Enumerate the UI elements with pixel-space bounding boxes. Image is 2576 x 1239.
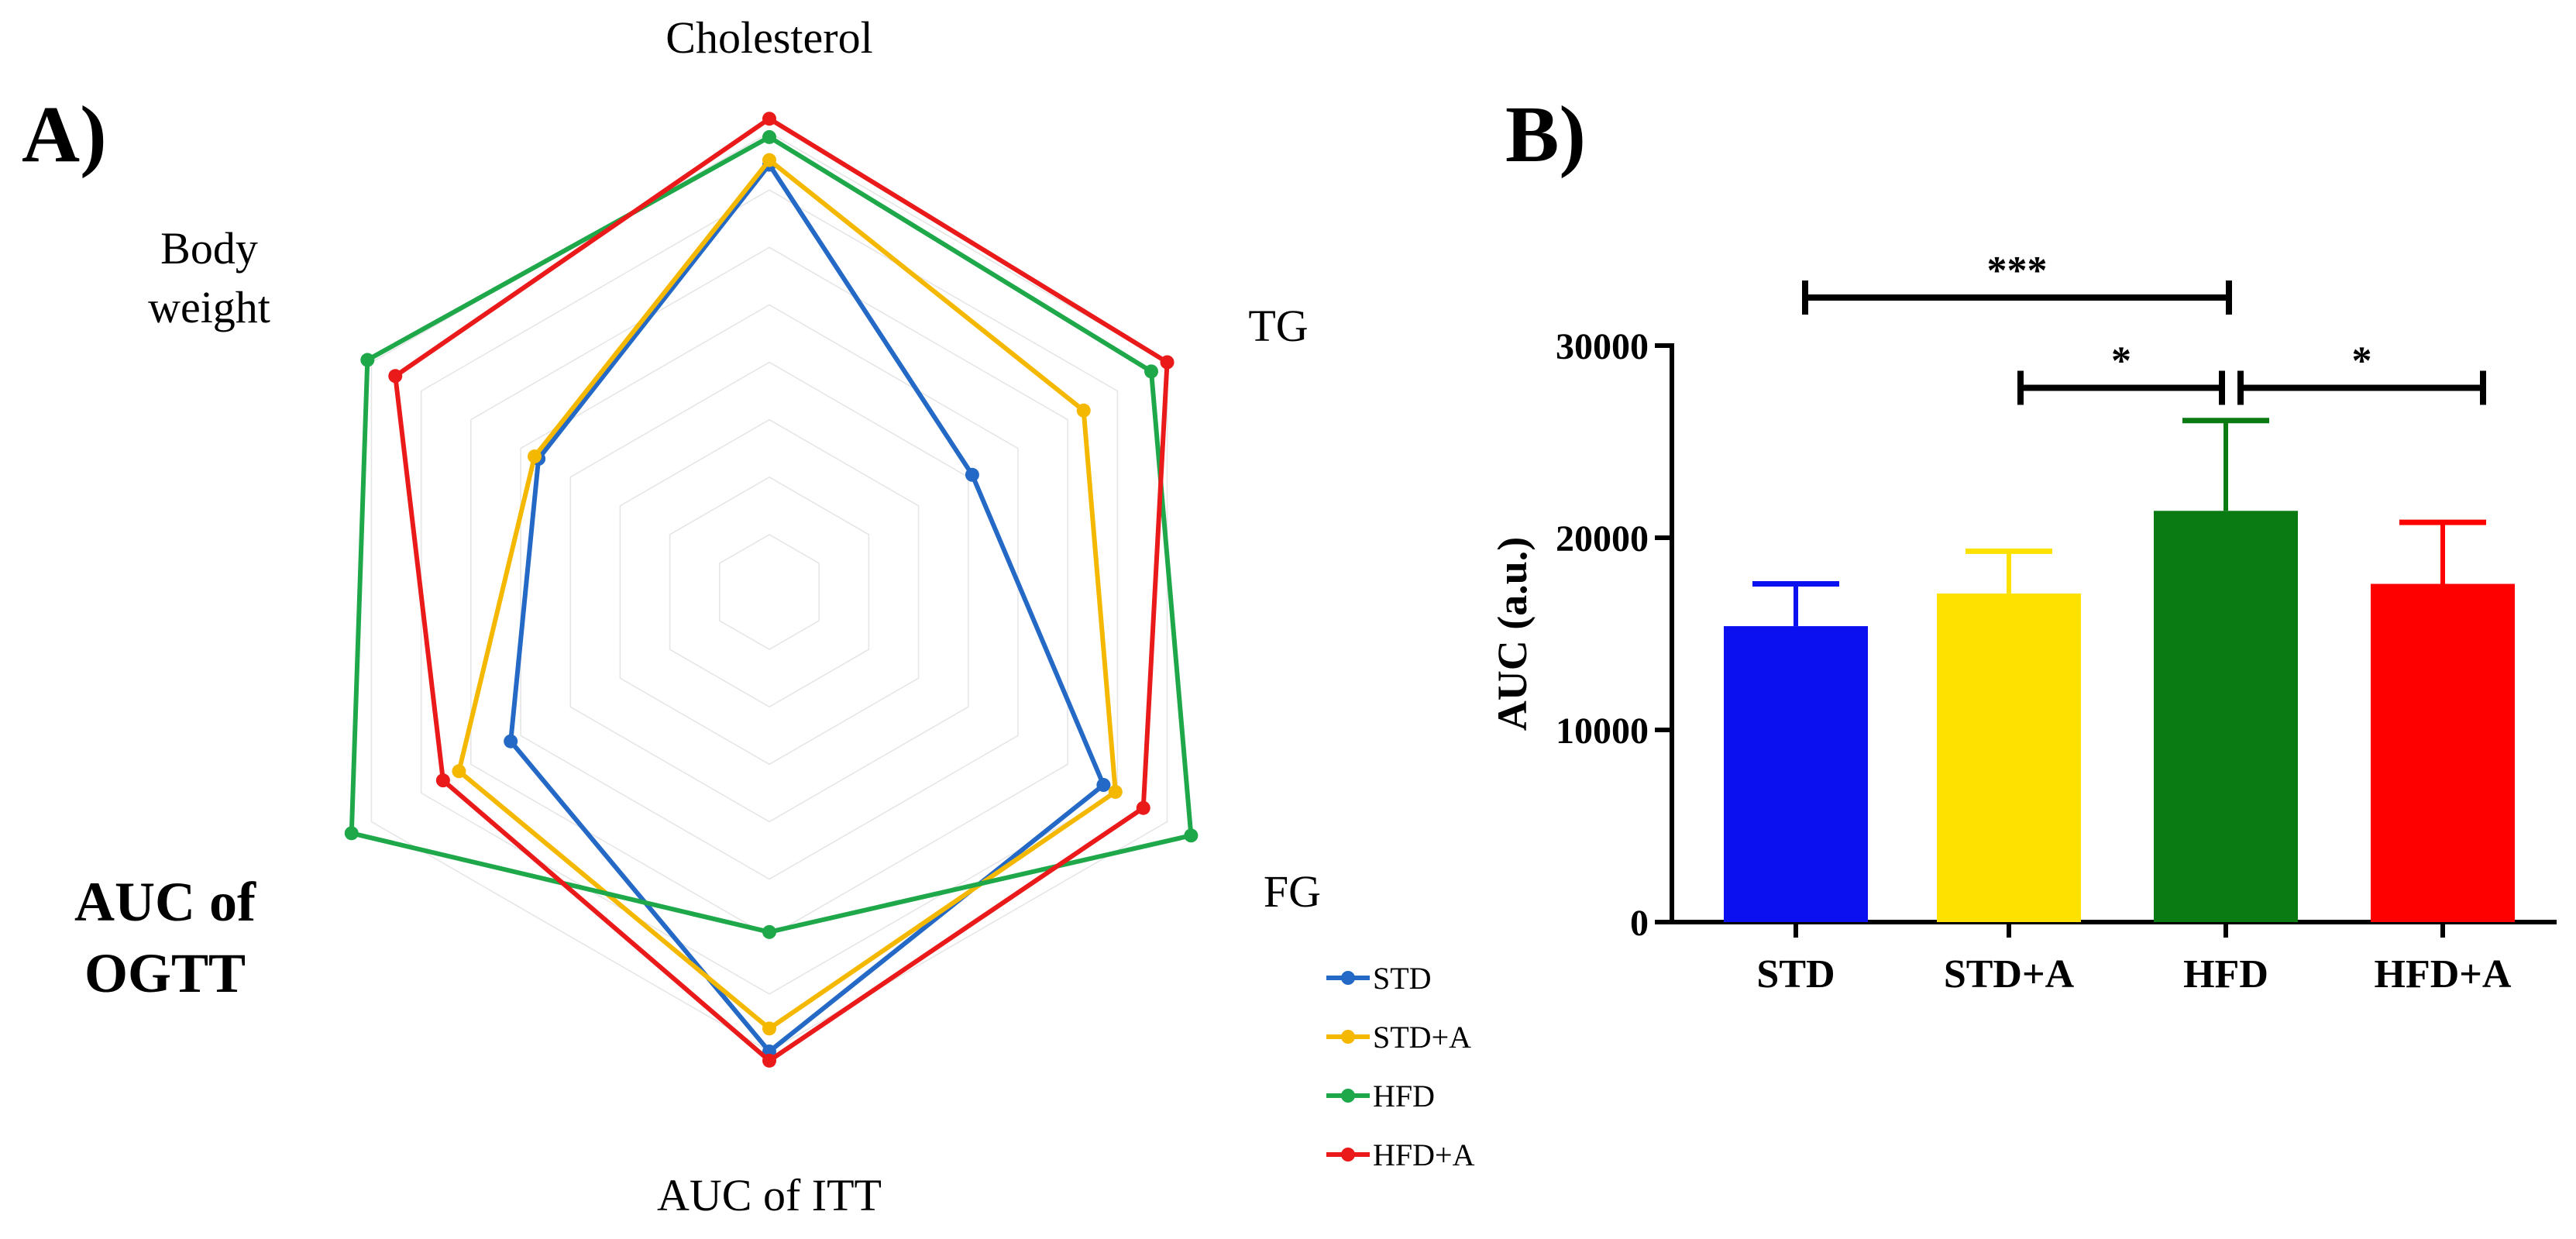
significance-bracket-2: * bbox=[2237, 339, 2486, 405]
radar-point-hfd-4 bbox=[344, 826, 359, 841]
legend-item-hfd-plusa: HFD+A bbox=[1326, 1137, 1475, 1172]
radar-axis-label-2-0: FG bbox=[1264, 866, 1321, 917]
legend-label-hfd-plusa: HFD+A bbox=[1373, 1137, 1475, 1172]
legend-item-std: STD bbox=[1326, 961, 1432, 996]
radar-axis-label-0-0: Cholesterol bbox=[665, 12, 872, 63]
radar-grid-ring-6 bbox=[470, 246, 1068, 938]
radar-point-std-plusa-3 bbox=[762, 1021, 776, 1036]
x-tick-label-hfd-plusa: HFD+A bbox=[2375, 952, 2512, 996]
bar-chart: 0 10000 20000 30000 AUC (a.u.) STD STD+A HFD HFD… bbox=[1489, 249, 2557, 996]
radar-point-hfd-0 bbox=[762, 129, 776, 144]
legend-item-hfd: HFD bbox=[1326, 1079, 1435, 1113]
radar-point-std-plusa-5 bbox=[528, 449, 542, 464]
radar-point-hfd-2 bbox=[1184, 828, 1199, 843]
radar-axis-label-5-1: weight bbox=[148, 282, 270, 332]
radar-point-hfd-plusa-1 bbox=[1160, 355, 1175, 370]
significance-label-2: * bbox=[2352, 339, 2372, 384]
radar-point-hfd-plusa-4 bbox=[435, 773, 450, 788]
legend-label-std: STD bbox=[1373, 961, 1432, 996]
radar-axis-label-3-0: AUC of ITT bbox=[657, 1170, 882, 1220]
legend-item-std-plusa: STD+A bbox=[1326, 1020, 1471, 1055]
radar-grid-ring-4 bbox=[569, 361, 969, 823]
radar-axis-labels: Cholesterol TG FG AUC of ITT AUC of OGTT Body w… bbox=[74, 12, 1321, 1220]
radar-grid-ring-1 bbox=[719, 533, 820, 651]
y-axis-label: AUC (a.u.) bbox=[1489, 537, 1536, 731]
x-tick-label-std: STD bbox=[1756, 952, 1835, 996]
significance-label-0: *** bbox=[1987, 249, 2048, 293]
radar-grid-ring-5 bbox=[520, 304, 1019, 880]
legend-swatch-dot-std bbox=[1341, 971, 1355, 985]
y-tick-label-0: 0 bbox=[1630, 903, 1649, 944]
radar-point-std-plusa-1 bbox=[1076, 403, 1091, 418]
radar-axis-label-4-0: AUC of bbox=[74, 871, 256, 933]
radar-point-std-2 bbox=[1096, 778, 1111, 793]
bar-hfd-plusa bbox=[2371, 583, 2515, 922]
bar-hfd bbox=[2154, 511, 2298, 922]
radar-point-hfd-plusa-2 bbox=[1136, 800, 1150, 815]
radar-point-std-plusa-2 bbox=[1108, 784, 1123, 799]
radar-point-hfd-plusa-5 bbox=[388, 369, 403, 384]
radar-point-hfd-plusa-3 bbox=[762, 1053, 776, 1068]
y-tick-label-3: 30000 bbox=[1556, 326, 1649, 367]
radar-point-std-plusa-4 bbox=[452, 764, 466, 779]
radar-series-group bbox=[344, 112, 1199, 1068]
radar-point-hfd-3 bbox=[762, 924, 776, 939]
bar-std bbox=[1724, 626, 1868, 922]
significance-bracket-0: *** bbox=[1802, 249, 2232, 315]
radar-legend: STD STD+A HFD HFD+A bbox=[1326, 961, 1475, 1172]
radar-grid-ring-2 bbox=[669, 476, 870, 708]
radar-point-std-plusa-0 bbox=[762, 153, 776, 167]
radar-axis-label-4-1: OGTT bbox=[84, 942, 246, 1004]
radar-series-hfd-plusa bbox=[388, 112, 1175, 1068]
radar-grid-ring-8 bbox=[370, 132, 1168, 1052]
legend-swatch-dot-hfd bbox=[1341, 1089, 1355, 1103]
radar-line-std bbox=[508, 162, 1106, 1054]
radar-axis-label-5-0: Body bbox=[160, 223, 258, 274]
radar-axis-label-1-0: TG bbox=[1248, 301, 1308, 351]
significance-bracket-1: * bbox=[2017, 339, 2225, 405]
legend-swatch-dot-std-plusa bbox=[1341, 1030, 1355, 1044]
y-tick-label-1: 10000 bbox=[1556, 711, 1649, 752]
radar-grid-ring-7 bbox=[420, 189, 1119, 995]
radar-point-hfd-5 bbox=[360, 353, 375, 367]
radar-grid-ring-3 bbox=[619, 418, 920, 766]
legend-swatch-dot-hfd-plusa bbox=[1341, 1148, 1355, 1162]
radar-grid bbox=[370, 132, 1168, 1052]
radar-point-std-1 bbox=[965, 467, 979, 482]
radar-line-hfd-plusa bbox=[393, 116, 1170, 1063]
x-tick-label-std-plusa: STD+A bbox=[1944, 952, 2075, 996]
radar-series-std-plusa bbox=[452, 153, 1123, 1036]
radar-point-hfd-1 bbox=[1144, 364, 1159, 379]
panel-a-label: A) bbox=[22, 90, 107, 179]
radar-chart: Cholesterol TG FG AUC of ITT AUC of OGTT Body w… bbox=[74, 12, 1475, 1220]
y-tick-label-2: 20000 bbox=[1556, 518, 1649, 559]
panel-b-label: B) bbox=[1505, 90, 1586, 179]
radar-point-hfd-plusa-0 bbox=[762, 112, 776, 126]
radar-series-hfd bbox=[344, 129, 1199, 939]
legend-label-hfd: HFD bbox=[1373, 1079, 1435, 1113]
significance-label-1: * bbox=[2111, 339, 2131, 384]
bar-std-plusa bbox=[1937, 593, 2081, 922]
legend-label-std-plusa: STD+A bbox=[1373, 1020, 1471, 1055]
radar-point-std-4 bbox=[504, 734, 518, 749]
x-tick-label-hfd: HFD bbox=[2183, 952, 2268, 996]
